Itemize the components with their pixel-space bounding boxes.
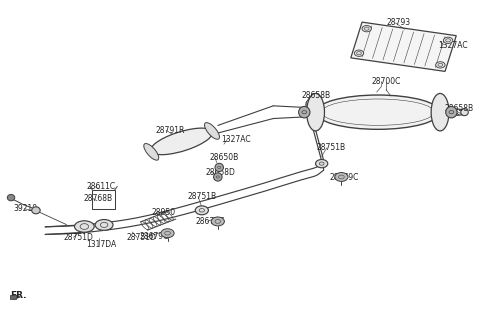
Text: 1327AC: 1327AC <box>222 135 251 144</box>
Ellipse shape <box>431 93 449 131</box>
Ellipse shape <box>151 128 213 155</box>
Text: 28793: 28793 <box>386 19 410 27</box>
Ellipse shape <box>307 93 324 131</box>
Ellipse shape <box>7 195 15 201</box>
Text: 28791R: 28791R <box>156 126 185 135</box>
Text: 28700C: 28700C <box>372 77 401 86</box>
Ellipse shape <box>299 107 310 118</box>
Text: 28658B: 28658B <box>445 104 474 113</box>
Text: 28650B: 28650B <box>209 153 239 162</box>
Text: 28679C: 28679C <box>140 233 169 241</box>
Text: 1317DA: 1317DA <box>87 240 117 249</box>
Text: 28658B: 28658B <box>301 92 331 100</box>
Ellipse shape <box>215 163 224 172</box>
Circle shape <box>354 50 364 56</box>
Text: 28611C: 28611C <box>86 182 115 191</box>
Ellipse shape <box>32 207 40 214</box>
Text: 28751D: 28751D <box>126 233 156 242</box>
Ellipse shape <box>214 173 222 181</box>
Ellipse shape <box>144 144 159 160</box>
Circle shape <box>211 217 224 226</box>
Text: 28658D: 28658D <box>205 168 236 177</box>
Ellipse shape <box>461 109 468 116</box>
Ellipse shape <box>195 206 208 215</box>
Text: 28679C: 28679C <box>330 173 359 182</box>
Text: 28751B: 28751B <box>316 143 346 152</box>
Ellipse shape <box>95 219 113 230</box>
Text: 28679C: 28679C <box>196 217 225 226</box>
Ellipse shape <box>315 95 440 129</box>
Bar <box>92 190 115 209</box>
Text: 28950: 28950 <box>151 208 175 217</box>
Circle shape <box>362 26 372 32</box>
Bar <box>351 22 456 71</box>
Text: 28751B: 28751B <box>188 192 217 201</box>
Text: 39210: 39210 <box>14 204 38 213</box>
Ellipse shape <box>204 122 219 139</box>
Ellipse shape <box>74 221 94 232</box>
Circle shape <box>335 173 348 182</box>
Text: 1327AC: 1327AC <box>438 41 468 50</box>
Circle shape <box>436 62 445 68</box>
Text: 28768B: 28768B <box>84 194 112 203</box>
Bar <box>10 295 16 299</box>
Circle shape <box>444 37 453 43</box>
Text: FR.: FR. <box>10 291 26 300</box>
Text: 28751D: 28751D <box>63 233 93 242</box>
Circle shape <box>161 229 174 238</box>
Ellipse shape <box>446 107 457 118</box>
Ellipse shape <box>315 160 328 168</box>
